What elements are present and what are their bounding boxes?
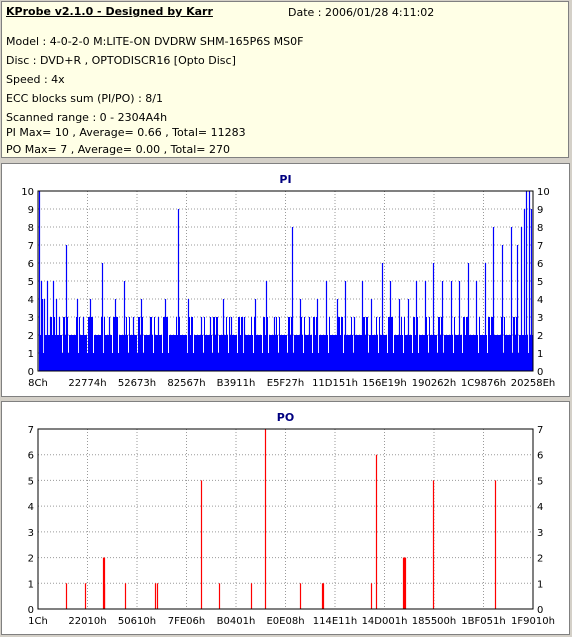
y-tick-label-right: 8 [537,223,543,234]
y-tick-label-left: 7 [28,425,34,436]
po-chart: PO 0 0 1 1 2 2 3 3 4 4 5 5 6 6 7 7 1Ch 22010h 50610h 7FE06h B… [28,411,555,627]
ecc-line: ECC blocks sum (PI/PO) : 8/1 [6,92,163,105]
y-tick-label-right: 3 [537,528,543,539]
y-tick-label-right: 0 [537,605,543,616]
x-tick-label: E0E08h [266,616,304,627]
x-tick-label: 1BF051h [461,616,505,627]
y-tick-label-left: 7 [28,241,34,252]
x-tick-label: 190262h [412,378,457,389]
y-tick-label-left: 2 [28,554,34,565]
x-tick-label: 14D001h [362,616,408,627]
y-tick-label-left: 4 [28,295,34,306]
pi-chart-panel: PI 0 0 1 1 2 2 3 3 4 4 5 5 6 6 7 7 8 8 9 9 10 10 8Ch 22774h 52673… [1,163,570,397]
y-tick-label-left: 2 [28,331,34,342]
y-tick-label-right: 5 [537,476,543,487]
x-tick-label: 1F9010h [511,616,555,627]
y-tick-label-right: 1 [537,579,543,590]
y-tick-label-right: 1 [537,349,543,360]
y-tick-label-right: 5 [537,277,543,288]
chart-title: PI [279,173,291,186]
scan-date: Date : 2006/01/28 4:11:02 [288,6,435,19]
y-tick-label-right: 0 [537,367,543,378]
y-tick-label-right: 4 [537,295,543,306]
app-title: KProbe v2.1.0 - Designed by Karr [6,5,213,18]
y-tick-label-right: 2 [537,554,543,565]
y-tick-label-right: 6 [537,259,543,270]
range-line: Scanned range : 0 - 2304A4h [6,111,168,124]
y-tick-label-left: 10 [21,187,34,198]
y-tick-label-left: 3 [28,528,34,539]
y-tick-label-left: 3 [28,313,34,324]
y-tick-label-left: 8 [28,223,34,234]
x-tick-label: 114E11h [313,616,357,627]
x-tick-label: 1Ch [28,616,48,627]
y-tick-label-left: 9 [28,205,34,216]
x-tick-label: B0401h [217,616,256,627]
disc-line: Disc : DVD+R , OPTODISCR16 [Opto Disc] [6,54,236,67]
y-tick-label-left: 5 [28,476,34,487]
y-tick-label-left: 0 [28,605,34,616]
x-tick-label: 50610h [118,616,156,627]
y-tick-label-left: 1 [28,579,34,590]
y-tick-label-right: 2 [537,331,543,342]
x-tick-label: 185500h [412,616,457,627]
x-tick-label: 20258Eh [511,378,555,389]
y-tick-label-right: 9 [537,205,543,216]
x-tick-label: 82567h [167,378,205,389]
x-tick-label: 156E19h [362,378,406,389]
y-tick-label-left: 5 [28,277,34,288]
y-tick-label-right: 3 [537,313,543,324]
y-tick-label-right: 7 [537,241,543,252]
model-line: Model : 4-0-2-0 M:LITE-ON DVDRW SHM-165P… [6,35,304,48]
x-tick-label: B3911h [217,378,256,389]
y-tick-label-left: 6 [28,259,34,270]
speed-line: Speed : 4x [6,73,65,86]
po-chart-panel: PO 0 0 1 1 2 2 3 3 4 4 5 5 6 6 7 7 1Ch 22010h 50610h 7FE06h B… [1,401,570,635]
info-panel: KProbe v2.1.0 - Designed by Karr Date : … [1,1,569,158]
pi-chart: PI 0 0 1 1 2 2 3 3 4 4 5 5 6 6 7 7 8 8 9 9 10 10 8Ch 22774h 52673… [21,173,555,389]
po-summary-line: PO Max= 7 , Average= 0.00 , Total= 270 [6,143,230,156]
x-tick-label: 7FE06h [168,616,206,627]
x-tick-label: 8Ch [28,378,48,389]
plot-border [37,190,534,372]
chart-title: PO [277,411,294,424]
x-tick-label: 22774h [68,378,106,389]
y-tick-label-right: 7 [537,425,543,436]
y-tick-label-left: 4 [28,502,34,513]
y-tick-label-right: 10 [537,187,550,198]
y-tick-label-left: 6 [28,451,34,462]
x-tick-label: 1C9876h [461,378,506,389]
y-tick-label-left: 0 [28,367,34,378]
y-tick-label-left: 1 [28,349,34,360]
x-tick-label: E5F27h [267,378,305,389]
x-tick-label: 52673h [118,378,156,389]
x-tick-label: 22010h [68,616,106,627]
y-tick-label-right: 6 [537,451,543,462]
plot-border [37,428,534,610]
y-tick-label-right: 4 [537,502,543,513]
x-tick-label: 11D151h [312,378,358,389]
pi-summary-line: PI Max= 10 , Average= 0.66 , Total= 1128… [6,126,246,139]
